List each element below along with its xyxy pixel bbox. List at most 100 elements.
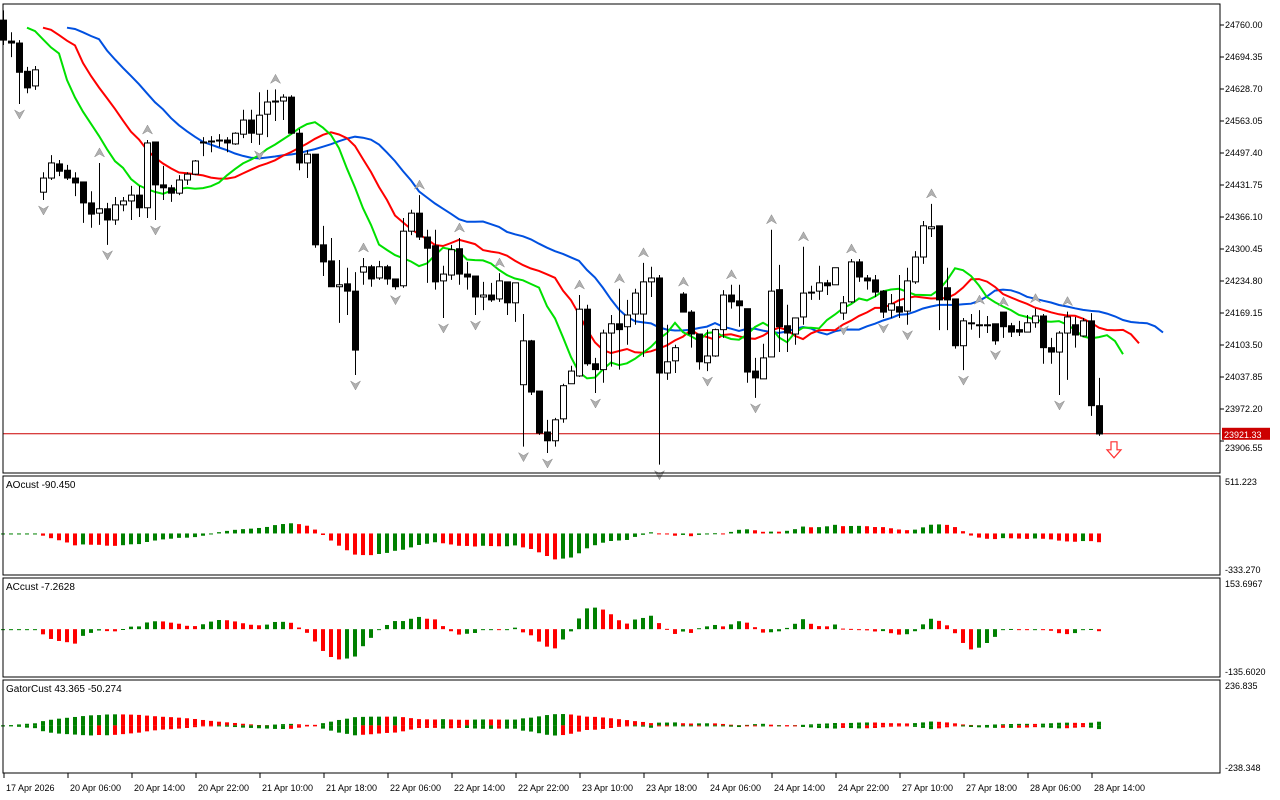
candle[interactable] bbox=[856, 258, 863, 282]
candle[interactable] bbox=[104, 202, 111, 245]
candle[interactable] bbox=[1088, 313, 1095, 416]
sell-arrow-icon[interactable] bbox=[1105, 441, 1123, 459]
candle[interactable] bbox=[616, 288, 623, 370]
candle[interactable] bbox=[16, 40, 23, 104]
candle[interactable] bbox=[600, 329, 607, 383]
candle[interactable] bbox=[608, 315, 615, 367]
candle[interactable] bbox=[920, 220, 927, 264]
candle[interactable] bbox=[352, 272, 359, 375]
candle[interactable] bbox=[464, 261, 471, 290]
candle[interactable] bbox=[392, 278, 399, 290]
candle[interactable] bbox=[472, 275, 479, 316]
candle[interactable] bbox=[816, 265, 823, 300]
candle[interactable] bbox=[320, 225, 327, 277]
candle[interactable] bbox=[496, 273, 503, 302]
candle[interactable] bbox=[240, 109, 247, 139]
candle[interactable] bbox=[168, 184, 175, 202]
candle[interactable] bbox=[928, 203, 935, 238]
candle[interactable] bbox=[288, 95, 295, 135]
candle[interactable] bbox=[80, 181, 87, 223]
candle[interactable] bbox=[568, 365, 575, 385]
candle[interactable] bbox=[1016, 320, 1023, 336]
candle[interactable] bbox=[648, 266, 655, 297]
candle[interactable] bbox=[448, 244, 455, 280]
candle[interactable] bbox=[1096, 377, 1103, 436]
candle[interactable] bbox=[416, 195, 423, 240]
candle[interactable] bbox=[336, 259, 343, 323]
candle[interactable] bbox=[488, 282, 495, 302]
candle[interactable] bbox=[768, 229, 775, 358]
candle[interactable] bbox=[368, 264, 375, 287]
candle[interactable] bbox=[640, 262, 647, 357]
candle[interactable] bbox=[1032, 308, 1039, 328]
candle[interactable] bbox=[832, 267, 839, 286]
candle[interactable] bbox=[248, 109, 255, 143]
candle[interactable] bbox=[96, 162, 103, 225]
candle[interactable] bbox=[384, 264, 391, 285]
candle[interactable] bbox=[992, 323, 999, 345]
candle[interactable] bbox=[528, 339, 535, 395]
candle[interactable] bbox=[208, 136, 215, 153]
candle[interactable] bbox=[656, 275, 663, 465]
candle[interactable] bbox=[904, 267, 911, 325]
candle[interactable] bbox=[976, 310, 983, 338]
candle[interactable] bbox=[672, 344, 679, 374]
candle[interactable] bbox=[64, 164, 71, 181]
candle[interactable] bbox=[312, 153, 319, 248]
candle[interactable] bbox=[216, 134, 223, 147]
candle[interactable] bbox=[696, 333, 703, 370]
candle[interactable] bbox=[344, 267, 351, 316]
candle[interactable] bbox=[952, 298, 959, 349]
candle[interactable] bbox=[712, 328, 719, 357]
candle[interactable] bbox=[480, 281, 487, 311]
candle[interactable] bbox=[680, 292, 687, 313]
candle[interactable] bbox=[512, 282, 519, 322]
candle[interactable] bbox=[176, 175, 183, 196]
candle[interactable] bbox=[432, 229, 439, 290]
candle[interactable] bbox=[888, 294, 895, 318]
candle[interactable] bbox=[192, 160, 199, 176]
candle[interactable] bbox=[1000, 311, 1007, 338]
candle[interactable] bbox=[1008, 322, 1015, 337]
candle[interactable] bbox=[752, 357, 759, 398]
candle[interactable] bbox=[256, 92, 263, 145]
candle[interactable] bbox=[1056, 331, 1063, 395]
candle[interactable] bbox=[632, 288, 639, 325]
candle[interactable] bbox=[224, 137, 231, 153]
candle[interactable] bbox=[440, 265, 447, 318]
candle[interactable] bbox=[560, 383, 567, 423]
candle[interactable] bbox=[424, 229, 431, 283]
candle[interactable] bbox=[704, 329, 711, 372]
candle[interactable] bbox=[264, 89, 271, 138]
candle[interactable] bbox=[456, 238, 463, 285]
candle[interactable] bbox=[784, 304, 791, 353]
candle[interactable] bbox=[112, 197, 119, 225]
candle[interactable] bbox=[864, 275, 871, 290]
candle[interactable] bbox=[728, 284, 735, 309]
candle[interactable] bbox=[688, 310, 695, 348]
candle[interactable] bbox=[328, 238, 335, 288]
candle[interactable] bbox=[200, 137, 207, 157]
candle[interactable] bbox=[408, 209, 415, 236]
candle[interactable] bbox=[880, 290, 887, 318]
candle[interactable] bbox=[72, 172, 79, 197]
candle[interactable] bbox=[912, 251, 919, 284]
candle[interactable] bbox=[144, 140, 151, 219]
candle[interactable] bbox=[744, 308, 751, 383]
candle[interactable] bbox=[160, 165, 167, 200]
candle[interactable] bbox=[48, 155, 55, 181]
candle[interactable] bbox=[520, 314, 527, 447]
candle[interactable] bbox=[504, 281, 511, 316]
candle[interactable] bbox=[304, 150, 311, 179]
candle[interactable] bbox=[592, 357, 599, 394]
candle[interactable] bbox=[824, 279, 831, 296]
candle[interactable] bbox=[720, 290, 727, 338]
candle[interactable] bbox=[872, 275, 879, 297]
candle[interactable] bbox=[800, 246, 807, 325]
candle[interactable] bbox=[128, 185, 135, 220]
candle[interactable] bbox=[360, 257, 367, 285]
candle[interactable] bbox=[936, 225, 943, 331]
indicator-panes[interactable]: AOcust -90.450 ACcust -7.2628 GatorCust 43… bbox=[1, 480, 1101, 736]
candle[interactable] bbox=[272, 89, 279, 122]
